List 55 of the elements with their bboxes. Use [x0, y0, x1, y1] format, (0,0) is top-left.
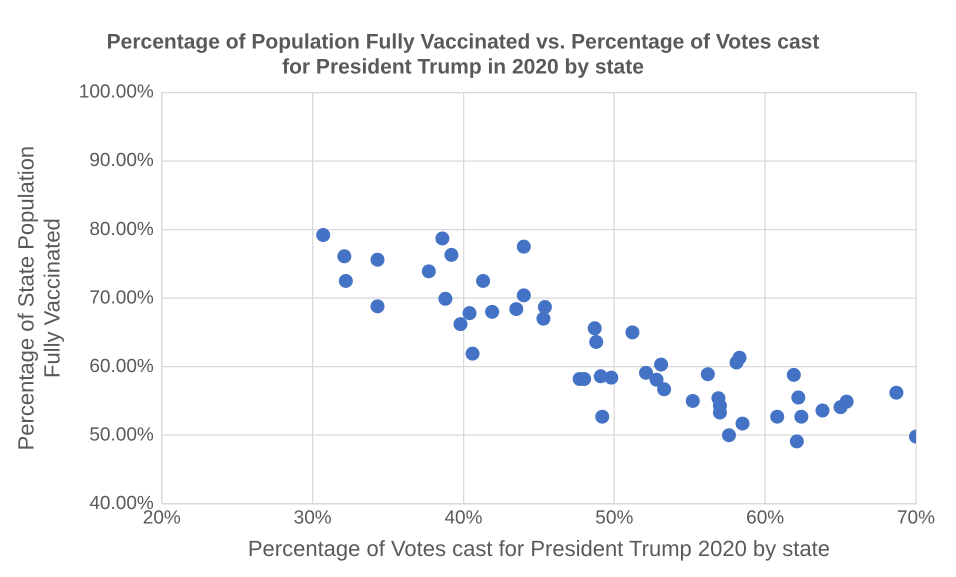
point [435, 231, 450, 246]
y-tick-label: 80.00% [89, 218, 154, 240]
y-tick-label: 50.00% [89, 424, 154, 446]
point [338, 274, 353, 288]
x-tick-label: 70% [896, 507, 936, 528]
point [730, 356, 744, 370]
y-axis-title: Percentage of State Population Fully Vaccinated [13, 146, 65, 450]
point [786, 368, 801, 382]
point [453, 317, 468, 332]
point [770, 410, 784, 424]
point [791, 390, 806, 405]
chart-title: Percentage of Population Fully Vaccinated vs. Percentage of Votes cast for President Trump in 2020 by state [106, 30, 820, 79]
y-tick-label: 100.00% [78, 82, 154, 103]
point [337, 249, 352, 264]
point [625, 325, 640, 340]
point [316, 228, 330, 242]
point [516, 288, 531, 302]
point [595, 410, 610, 424]
point [509, 302, 524, 316]
point [657, 382, 672, 396]
point [422, 264, 436, 278]
point [536, 312, 550, 326]
point [700, 367, 715, 382]
point [370, 299, 385, 314]
point [639, 366, 653, 380]
x-tick-label: 50% [595, 507, 634, 528]
point [736, 416, 750, 431]
point [815, 404, 830, 418]
point [650, 372, 664, 387]
point [476, 274, 490, 288]
x-tick-label: 60% [746, 507, 784, 528]
y-tick-label: 60.00% [89, 356, 154, 377]
point [466, 346, 480, 361]
point [654, 358, 668, 372]
x-tick-label: 30% [294, 507, 332, 528]
point [794, 410, 808, 424]
x-tick-label: 40% [444, 507, 483, 528]
point [588, 321, 602, 336]
point [604, 370, 618, 385]
point [889, 386, 904, 400]
point [438, 292, 452, 306]
point [790, 434, 804, 448]
point [686, 394, 700, 408]
point [840, 394, 854, 409]
point [516, 240, 531, 254]
point [485, 304, 500, 319]
point [462, 306, 477, 320]
point [722, 428, 736, 442]
x-axis-title: Percentage of Votes cast for President Trump 2020 by state [248, 536, 830, 561]
point [538, 300, 552, 314]
point [370, 252, 385, 267]
point [444, 248, 458, 262]
point [589, 334, 604, 349]
y-tick-label: 90.00% [89, 150, 154, 172]
y-tick-label: 70.00% [89, 287, 154, 308]
